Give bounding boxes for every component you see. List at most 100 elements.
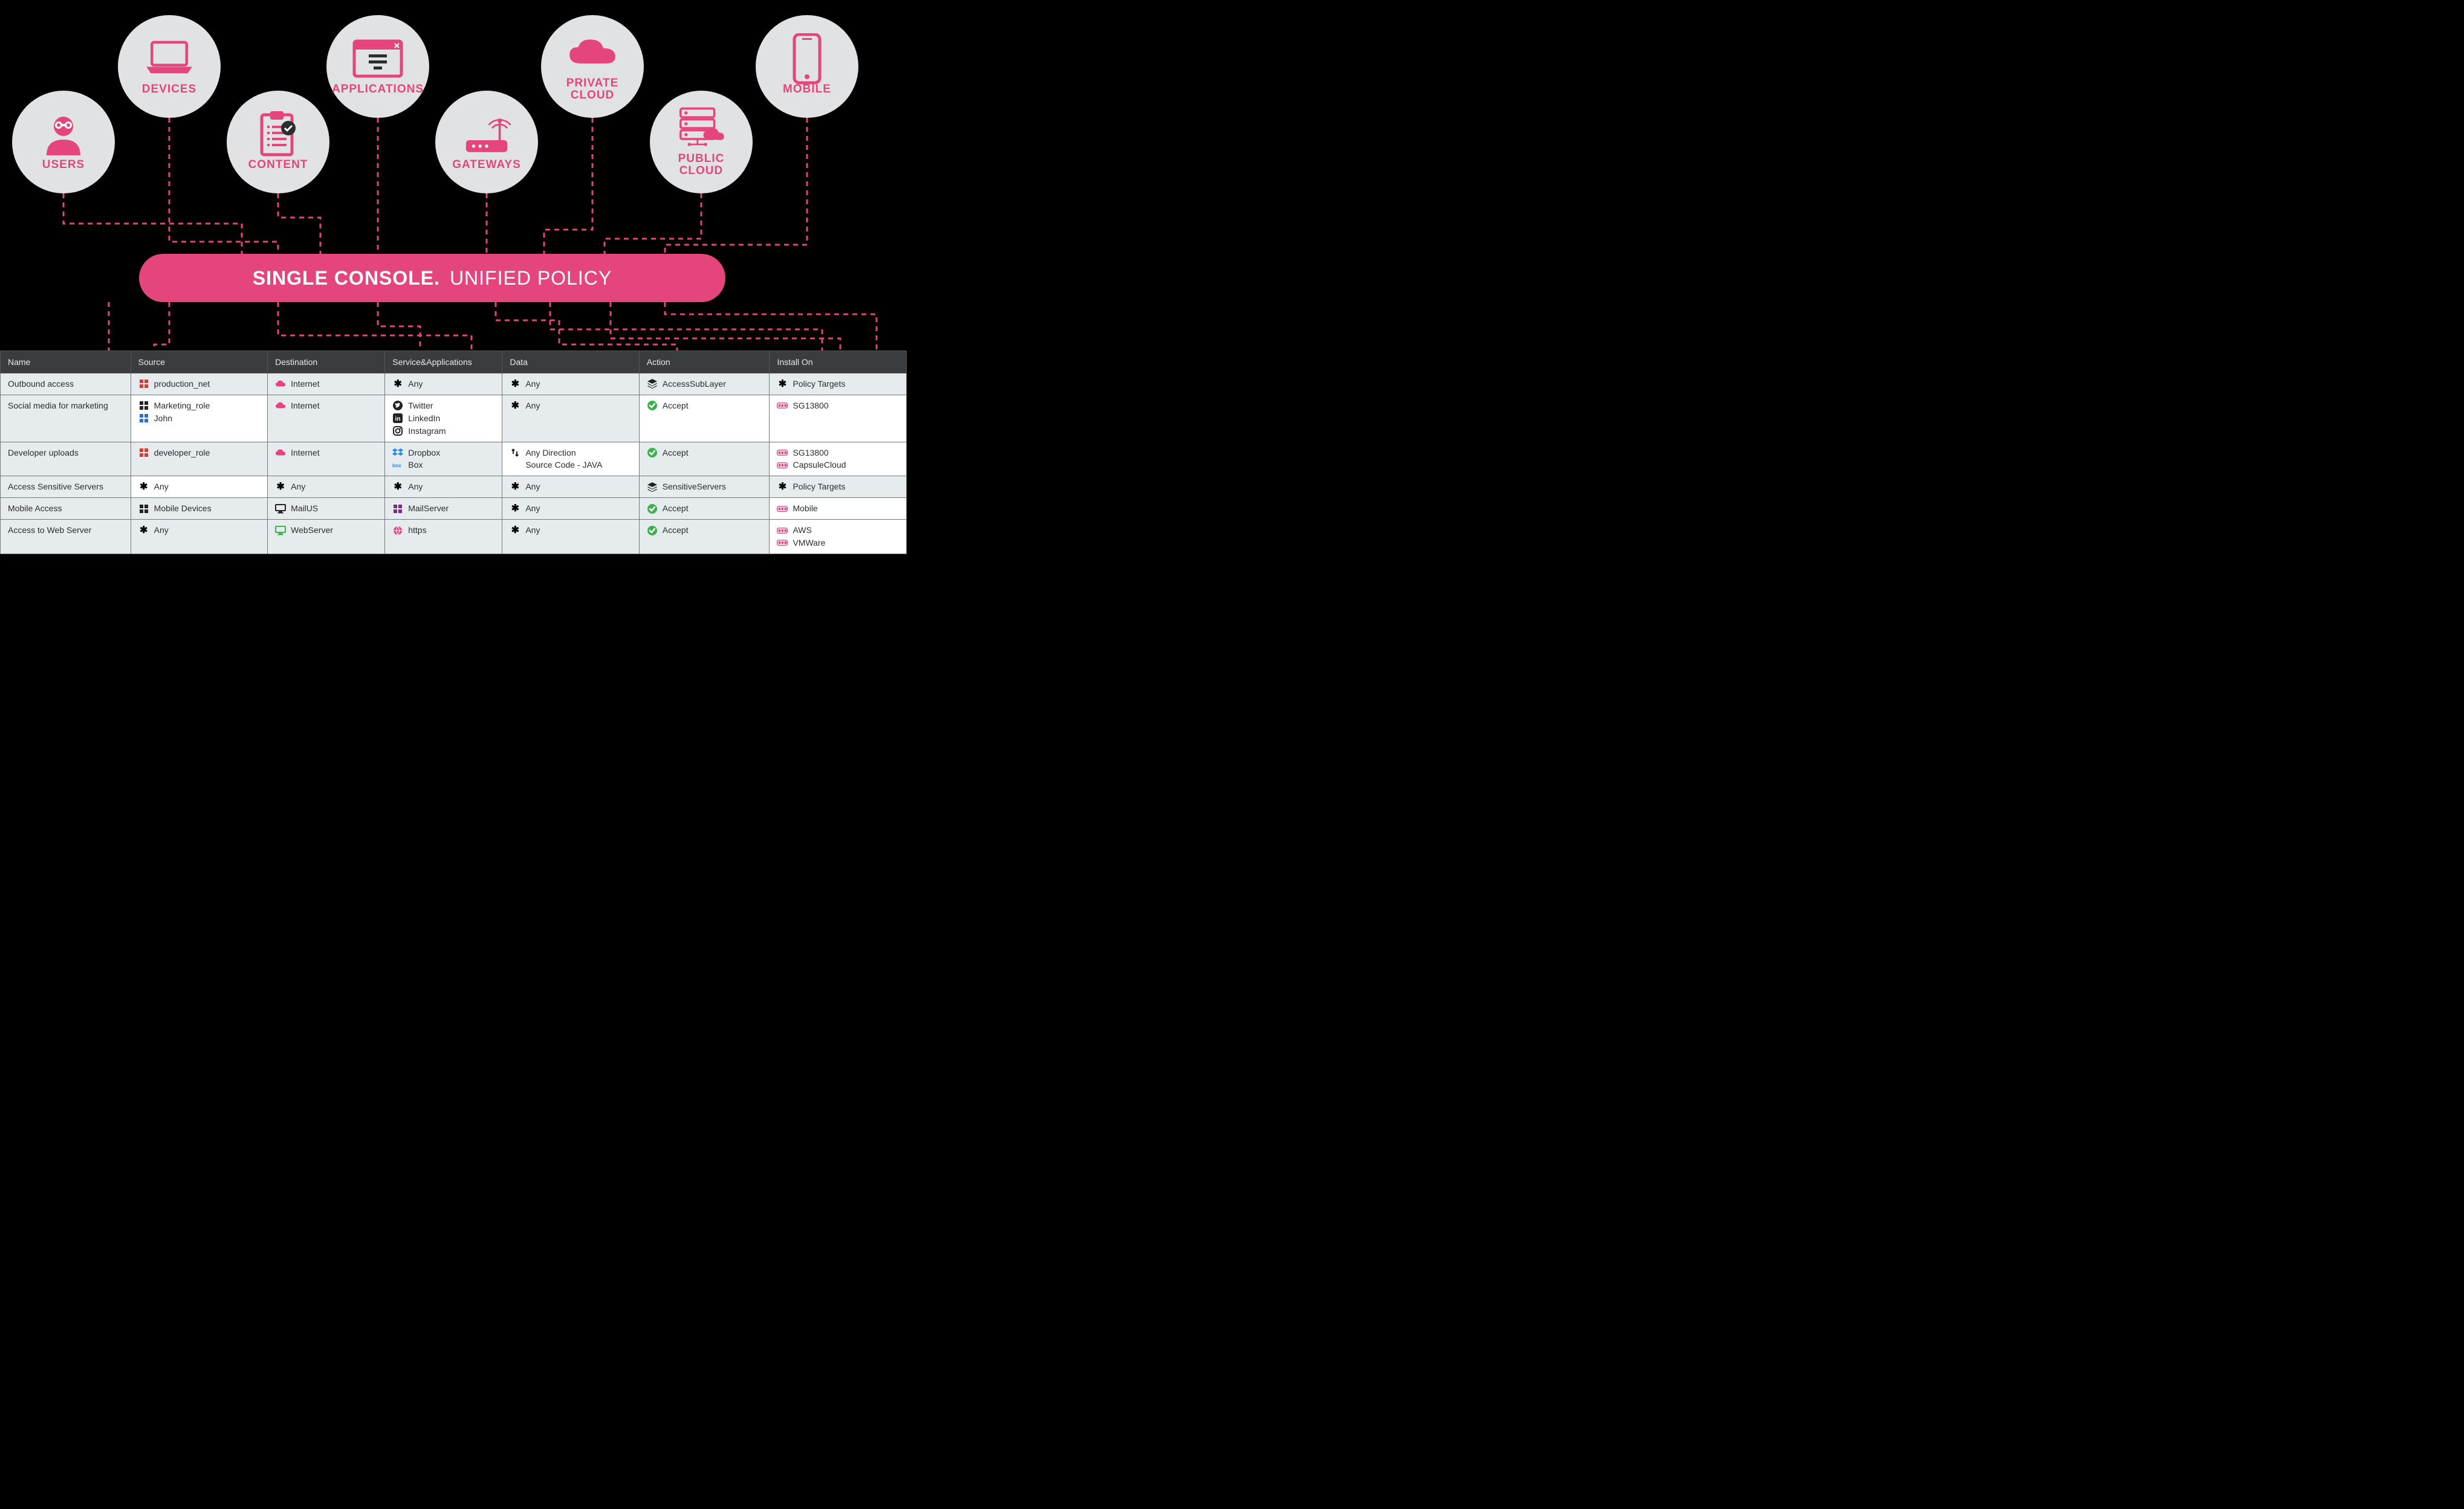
col-header: Name xyxy=(1,351,131,373)
cell-item: ✱Any xyxy=(510,400,631,412)
cell-text: CapsuleCloud xyxy=(793,459,846,471)
cell-text: Marketing_role xyxy=(154,400,210,412)
cell-text: production_net xyxy=(154,378,210,390)
cell-text: https xyxy=(408,525,426,536)
cell-destination: Internet xyxy=(268,442,385,476)
cell-text: Twitter xyxy=(408,400,433,412)
cell-item: Internet xyxy=(275,400,377,412)
cell-install: SG13800CapsuleCloud xyxy=(770,442,907,476)
cell-text: Policy Targets xyxy=(793,481,845,493)
cell-item: Any Direction xyxy=(510,447,631,459)
cell-item: ✱Any xyxy=(138,525,260,536)
cell-text: Dropbox xyxy=(408,447,440,459)
circle-label: MOBILE xyxy=(783,83,831,95)
cell-item: CapsuleCloud xyxy=(777,459,899,471)
cell-service: Dropbox box Box xyxy=(385,442,502,476)
cell-item: SensitiveServers xyxy=(647,481,762,493)
cell-install: ✱Policy Targets xyxy=(770,476,907,498)
cloud-pink-icon xyxy=(275,400,286,411)
cell-item: ✱Any xyxy=(392,378,494,390)
linkedin-icon: in xyxy=(392,413,403,424)
col-header: Action xyxy=(639,351,770,373)
cell-item: Source Code - JAVA xyxy=(510,459,631,471)
cell-service: ✱Any xyxy=(385,373,502,395)
cell-text: AWS xyxy=(793,525,811,536)
cell-data: ✱Any xyxy=(502,498,639,520)
chip-icon xyxy=(777,503,788,514)
cell-destination: WebServer xyxy=(268,520,385,554)
arrows-icon xyxy=(510,447,520,458)
cell-text: SensitiveServers xyxy=(663,481,726,493)
circle-users: USERS xyxy=(12,91,115,193)
star-icon: ✱ xyxy=(777,378,788,389)
cell-source: ✱Any xyxy=(131,520,267,554)
cell-item: Mobile xyxy=(777,503,899,514)
grid-black-icon xyxy=(138,400,149,411)
cell-item: Twitter xyxy=(392,400,494,412)
cell-text: MailUS xyxy=(291,503,318,514)
cell-item: ✱ Any xyxy=(510,481,631,493)
star-icon: ✱ xyxy=(510,378,520,389)
circle-label: PRIVATECLOUD xyxy=(566,77,619,102)
cell-action: SensitiveServers xyxy=(639,476,770,498)
box-icon: box xyxy=(392,460,403,471)
chip-icon xyxy=(777,537,788,548)
cell-item: Accept xyxy=(647,447,762,459)
cell-data: ✱ Any xyxy=(502,373,639,395)
cell-source: production_net xyxy=(131,373,267,395)
cell-action: Accept xyxy=(639,442,770,476)
star-icon: ✱ xyxy=(510,503,520,514)
col-header: Source xyxy=(131,351,267,373)
cell-data: ✱Any xyxy=(502,395,639,442)
table-row: Access to Web Server✱AnyWebServerhttps✱A… xyxy=(1,520,907,554)
cell-text: Instagram xyxy=(408,425,446,437)
cell-text: Mobile xyxy=(793,503,817,514)
cell-item: https xyxy=(392,525,494,536)
router-icon xyxy=(459,113,514,155)
cell-text: Box xyxy=(408,459,423,471)
laptop-icon xyxy=(142,37,196,80)
banner-bold: SINGLE CONSOLE. xyxy=(253,267,440,289)
circle-gateways: GATEWAYS xyxy=(435,91,538,193)
cell-name: Social media for marketing xyxy=(1,395,131,442)
cell-source: Mobile Devices xyxy=(131,498,267,520)
cell-install: AWSVMWare xyxy=(770,520,907,554)
cell-text: John xyxy=(154,413,172,424)
cell-text: Any xyxy=(525,378,540,390)
cell-text: Any xyxy=(154,525,169,536)
grid-red-icon xyxy=(138,378,149,389)
cell-text: Accept xyxy=(663,447,689,459)
star-icon: ✱ xyxy=(510,400,520,411)
cell-text: Internet xyxy=(291,447,319,459)
instagram-icon xyxy=(392,425,403,436)
cell-source: developer_role xyxy=(131,442,267,476)
cell-item: WebServer xyxy=(275,525,377,536)
table-row: Social media for marketing Marketing_role… xyxy=(1,395,907,442)
monitor-green-icon xyxy=(275,525,286,536)
servers-icon xyxy=(674,107,728,149)
star-icon: ✱ xyxy=(138,482,149,493)
cell-item: ✱ Any xyxy=(510,378,631,390)
cell-text: MailServer xyxy=(408,503,449,514)
svg-text:box: box xyxy=(392,463,401,468)
chip-icon xyxy=(777,400,788,411)
cell-text: Accept xyxy=(663,400,689,412)
cell-item: box Box xyxy=(392,459,494,471)
cell-item: Accept xyxy=(647,503,762,514)
cell-destination: MailUS xyxy=(268,498,385,520)
star-icon: ✱ xyxy=(510,482,520,493)
layers-icon xyxy=(647,378,658,389)
chip-icon xyxy=(777,447,788,458)
table-row: Access Sensitive Servers✱Any✱Any✱Any✱Any… xyxy=(1,476,907,498)
cell-text: Any xyxy=(525,481,540,493)
cell-item: MailServer xyxy=(392,503,494,514)
table-row: Outbound accessproduction_netInternet✱An… xyxy=(1,373,907,395)
cell-text: SG13800 xyxy=(793,400,828,412)
cloud-pink-icon xyxy=(275,447,286,458)
cell-item: Internet xyxy=(275,447,377,459)
cell-text: Any xyxy=(154,481,169,493)
cell-item: Accept xyxy=(647,400,762,412)
chip-icon xyxy=(777,525,788,536)
table-row: Mobile AccessMobile DevicesMailUSMailSer… xyxy=(1,498,907,520)
cell-text: Any xyxy=(408,481,423,493)
